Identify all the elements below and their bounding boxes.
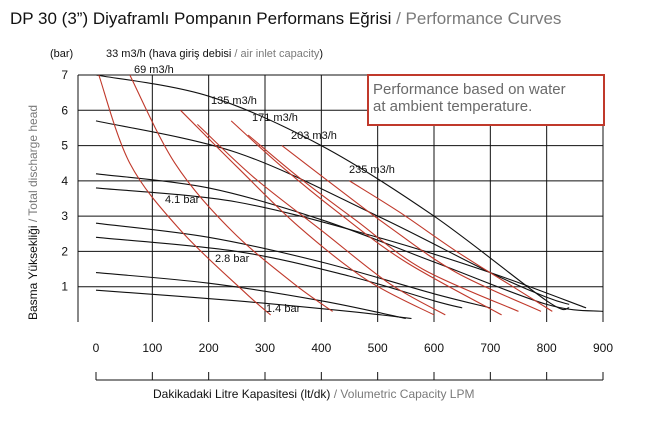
- air-curve-label: 135 m3/h: [211, 95, 257, 107]
- air-capacity-curve: [180, 109, 435, 316]
- pressure-curve: [95, 236, 463, 309]
- pressure-curve-label: 1.4 bar: [266, 303, 301, 315]
- pressure-curve: [95, 289, 412, 320]
- x-tick-label: 200: [199, 341, 219, 355]
- x-tick-label: 0: [93, 341, 100, 355]
- air-capacity-curve: [281, 145, 542, 312]
- air-inlet-label-sub: air inlet capacity: [241, 48, 320, 60]
- tick-labels: 0 100 200 300 400 500 600 700 800 900 1 2 3 4 5 6 7: [61, 68, 613, 355]
- x-tick-label: 300: [255, 341, 275, 355]
- chart-title-separator: /: [391, 9, 405, 28]
- pressure-curve: [95, 272, 406, 320]
- air-capacity-curve: [349, 180, 553, 312]
- air-capacity-curve: [230, 120, 502, 316]
- air-curve-label: 235 m3/h: [349, 164, 395, 176]
- y-axis-title-separator: /: [26, 216, 40, 226]
- air-capacity-curve: [98, 74, 271, 316]
- chart-title-sub: Performance Curves: [406, 9, 562, 28]
- pressure-curve: [95, 187, 587, 309]
- chart-title: DP 30 (3”) Diyaframlı Pompanın Performan…: [10, 9, 561, 28]
- y-unit-label: (bar): [50, 48, 73, 60]
- x-axis-title: Dakikadaki Litre Kapasitesi (lt/dk) / Vo…: [153, 387, 474, 401]
- y-axis-title-sub: Total discharge head: [26, 105, 40, 216]
- air-inlet-label-separator: /: [231, 48, 240, 60]
- y-tick-label: 6: [61, 103, 68, 117]
- pressure-curve: [95, 74, 570, 311]
- y-tick-label: 1: [61, 280, 68, 294]
- note-box: [367, 74, 605, 126]
- air-capacity-curve: [129, 74, 333, 312]
- pressure-curve: [95, 120, 570, 305]
- y-tick-label: 4: [61, 174, 68, 188]
- x-tick-label: 700: [480, 341, 500, 355]
- y-tick-label: 5: [61, 139, 68, 153]
- note-line-1: Performance based on water: [373, 81, 566, 98]
- y-axis-title: Basma Yüksekliği / Total discharge head: [26, 105, 40, 320]
- pressure-curve-label: 2.8 bar: [215, 253, 250, 265]
- x-axis-title-separator: /: [330, 387, 340, 401]
- x-axis-title-main: Dakikadaki Litre Kapasitesi (lt/dk): [153, 387, 330, 401]
- air-inlet-label-close: ): [319, 48, 323, 60]
- x-tick-label: 800: [537, 341, 557, 355]
- y-tick-label: 3: [61, 209, 68, 223]
- x-axis-title-sub: Volumetric Capacity LPM: [340, 387, 474, 401]
- air-inlet-label: 33 m3/h (hava giriş debisi / air inlet c…: [106, 48, 323, 60]
- y-tick-label: 2: [61, 244, 68, 258]
- pressure-curve: [95, 222, 491, 309]
- chart-title-main: DP 30 (3”) Diyaframlı Pompanın Performan…: [10, 9, 391, 28]
- curve-labels: 69 m3/h 135 m3/h 171 m3/h 203 m3/h 235 m3/h 4…: [134, 64, 395, 315]
- x-tick-label: 500: [368, 341, 388, 355]
- note-line-2: at ambient temperature.: [373, 98, 532, 115]
- air-capacity-curve: [247, 134, 519, 312]
- air-capacity-curve: [197, 123, 446, 316]
- pressure-curve-label: 4.1 bar: [165, 194, 200, 206]
- x-tick-label: 900: [593, 341, 613, 355]
- air-curve-label: 171 m3/h: [252, 112, 298, 124]
- air-curve-label: 203 m3/h: [291, 130, 337, 142]
- air-inlet-label-main: 33 m3/h (hava giriş debisi: [106, 48, 231, 60]
- y-axis-title-main: Basma Yüksekliği: [26, 226, 40, 321]
- air-curve-label: 69 m3/h: [134, 64, 174, 76]
- air-capacity-curves: [98, 74, 553, 316]
- x-tick-label: 600: [424, 341, 444, 355]
- y-tick-label: 7: [61, 68, 68, 82]
- x-tick-label: 400: [311, 341, 331, 355]
- x-tick-label: 100: [142, 341, 162, 355]
